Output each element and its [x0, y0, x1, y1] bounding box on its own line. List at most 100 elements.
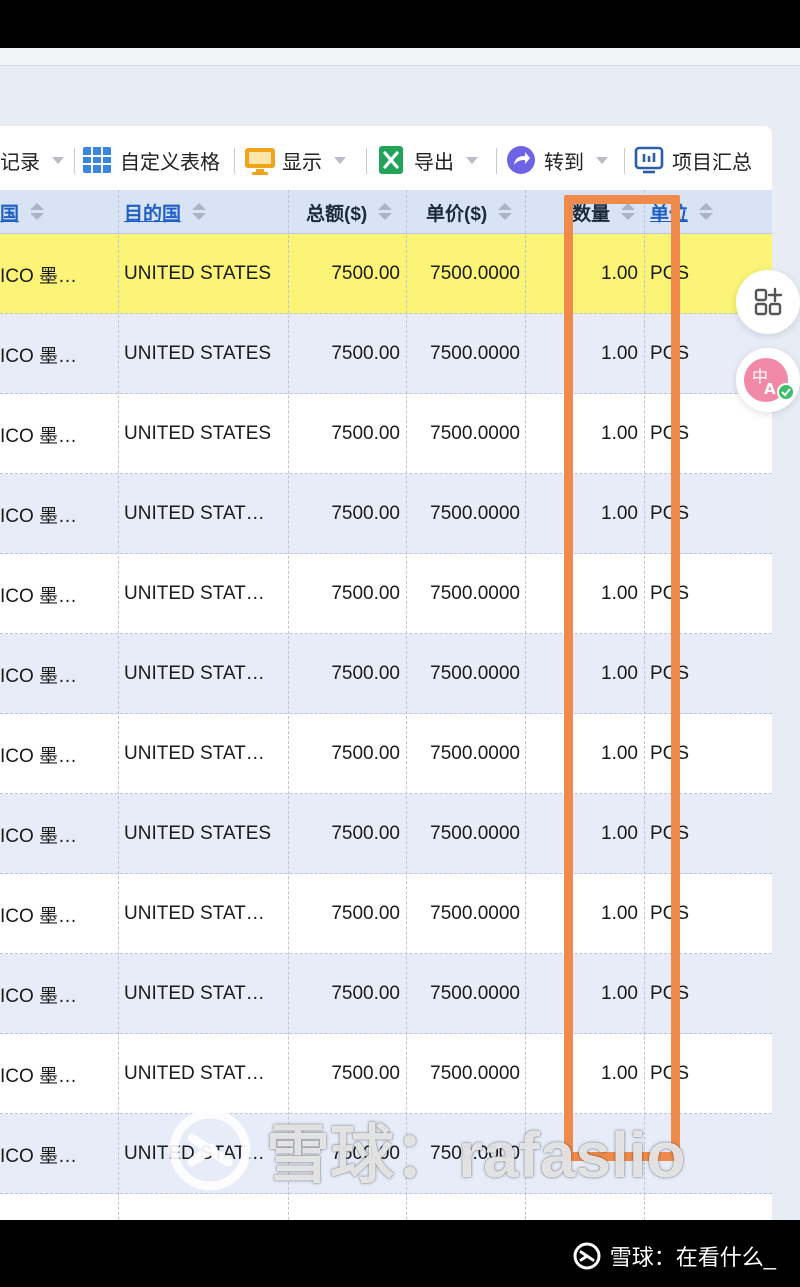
display-menu[interactable]: 显示 [244, 144, 346, 176]
cell-quantity: 1.00 [601, 583, 638, 604]
sort-icon[interactable] [29, 203, 45, 221]
table-row[interactable]: ICO 墨… UNITED STAT… 7500.00 7500.0000 1.00 PC… [0, 874, 772, 954]
data-panel: 记录 自定义表格 [0, 126, 772, 1220]
excel-icon [376, 145, 406, 175]
status-bar [0, 0, 800, 48]
cell-origin: ICO 墨… [0, 265, 78, 287]
cell-destination: UNITED STAT… [124, 983, 265, 1004]
window-top-strip [0, 48, 800, 66]
divider [624, 148, 625, 174]
cell-destination: UNITED STAT… [124, 1063, 265, 1084]
sort-icon[interactable] [377, 203, 393, 221]
table-row[interactable]: ICO 墨… UNITED STAT… 7500.00 7500.0000 1.00 PC… [0, 554, 772, 634]
records-label: 记录 [0, 151, 40, 174]
cell-origin: ICO 墨… [0, 905, 78, 927]
divider [366, 148, 367, 174]
project-summary-button[interactable]: 项目汇总 [634, 144, 752, 176]
cell-unit-price: 7500.0000 [430, 583, 520, 604]
table-row[interactable]: ICO 墨… UNITED STAT… 7500.00 7500.0000 1.00 PC… [0, 954, 772, 1034]
column-header-total[interactable]: 总额($) [306, 190, 406, 234]
cell-destination: UNITED STATES [124, 823, 272, 844]
column-header-destination[interactable]: 目的国 [124, 190, 288, 234]
bottom-bar [0, 1220, 800, 1287]
table-row[interactable]: ICO 墨… UNITED STAT… 7500.00 7500.0000 1.00 PC… [0, 714, 772, 794]
cell-origin: ICO 墨… [0, 745, 78, 767]
cell-total: 7500.00 [331, 743, 400, 764]
cell-destination: UNITED STAT… [124, 663, 265, 684]
table-row[interactable]: ICO 墨… UNITED STATES 7500.00 7500.0000 1.00 P… [0, 394, 772, 474]
sort-icon[interactable] [497, 203, 513, 221]
summary-screen-icon [634, 145, 664, 175]
sort-icon[interactable] [698, 203, 714, 221]
cell-unit-price: 7500.0000 [430, 1063, 520, 1084]
cell-quantity: 1.00 [601, 743, 638, 764]
cell-origin: ICO 墨… [0, 345, 78, 367]
column-divider [118, 190, 119, 1220]
export-menu[interactable]: 导出 [376, 144, 478, 176]
chevron-down-icon [52, 156, 64, 164]
footer-watermark-text: 雪球：在看什么_ [609, 1245, 776, 1270]
translate-float-button[interactable]: 中 A [736, 348, 800, 412]
cell-total: 7500.00 [331, 423, 400, 444]
column-header-quantity[interactable]: 数量 [572, 190, 644, 234]
table-row[interactable]: ICO 墨… UNITED STATES 7500.00 7500.0000 1.00 P… [0, 234, 772, 314]
cell-unit-price: 7500.0000 [430, 743, 520, 764]
sort-icon[interactable] [191, 203, 207, 221]
cell-origin: ICO 墨… [0, 425, 78, 447]
cell-origin: ICO 墨… [0, 825, 78, 847]
cell-unit-price: 7500.0000 [430, 663, 520, 684]
cell-destination: UNITED STAT… [124, 743, 265, 764]
cell-total: 7500.00 [331, 1143, 400, 1164]
svg-text:中: 中 [752, 367, 768, 386]
cell-total: 7500.00 [331, 823, 400, 844]
column-divider [525, 190, 526, 1220]
cell-origin: ICO 墨… [0, 505, 78, 527]
cell-unit-price: 7500.0000 [430, 823, 520, 844]
quantity-highlight-box [564, 195, 680, 1161]
column-divider [644, 190, 645, 1220]
cell-destination: UNITED STATES [124, 263, 272, 284]
apps-float-button[interactable] [736, 270, 800, 334]
display-label: 显示 [282, 151, 322, 174]
cell-destination: UNITED STAT… [124, 903, 265, 924]
cell-total: 7500.00 [331, 263, 400, 284]
cell-total: 7500.00 [331, 903, 400, 924]
cell-origin: ICO 墨… [0, 1145, 78, 1167]
toolbar: 记录 自定义表格 [0, 126, 772, 190]
table-row[interactable]: ICO 墨… UNITED STAT… 7500.00 7500.0000 1.00 PC… [0, 474, 772, 554]
column-header-total-label: 总额($) [306, 203, 368, 225]
table-row[interactable]: ICO 墨… UNITED STATES 7500.00 7500.0000 1.00 P… [0, 314, 772, 394]
chevron-down-icon [596, 156, 608, 164]
records-menu[interactable]: 记录 [0, 144, 64, 176]
table-row[interactable]: ICO 墨… UNITED STATES 7500.00 7500.0000 1.00 P… [0, 794, 772, 874]
sort-icon[interactable] [620, 203, 636, 221]
svg-text:A: A [764, 380, 776, 398]
cell-unit-price: 7500.0000 [430, 263, 520, 284]
cell-total: 7500.00 [331, 503, 400, 524]
column-header-unit-price[interactable]: 单价($) [426, 190, 526, 234]
cell-origin: ICO 墨… [0, 585, 78, 607]
goto-menu[interactable]: 转到 [506, 144, 608, 176]
cell-unit-price: 7500.0000 [430, 503, 520, 524]
cell-total: 7500.00 [331, 663, 400, 684]
column-header-origin-label: 国 [0, 203, 20, 225]
column-header-destination-label: 目的国 [124, 203, 182, 225]
snowball-logo-small-icon [573, 1242, 601, 1270]
table-row[interactable]: ICO 墨… UNITED STAT… 7500.00 7500.0000 1.00 PC… [0, 634, 772, 714]
cell-quantity: 1.00 [601, 903, 638, 924]
cell-quantity: 1.00 [601, 423, 638, 444]
grid-table-icon [82, 145, 112, 175]
goto-label: 转到 [544, 151, 584, 174]
custom-table-button[interactable]: 自定义表格 [82, 144, 220, 176]
column-header-origin[interactable]: 国 [0, 190, 116, 234]
cell-origin: ICO 墨… [0, 1065, 78, 1087]
column-divider [406, 190, 407, 1220]
arrow-forward-icon [506, 145, 536, 175]
cell-unit-price: 7500.0000 [430, 983, 520, 1004]
cell-destination: UNITED STAT… [124, 503, 265, 524]
cell-total: 7500.00 [331, 583, 400, 604]
cell-origin: ICO 墨… [0, 665, 78, 687]
cell-quantity: 1.00 [601, 983, 638, 1004]
apps-add-icon [754, 287, 783, 316]
export-label: 导出 [414, 151, 454, 174]
